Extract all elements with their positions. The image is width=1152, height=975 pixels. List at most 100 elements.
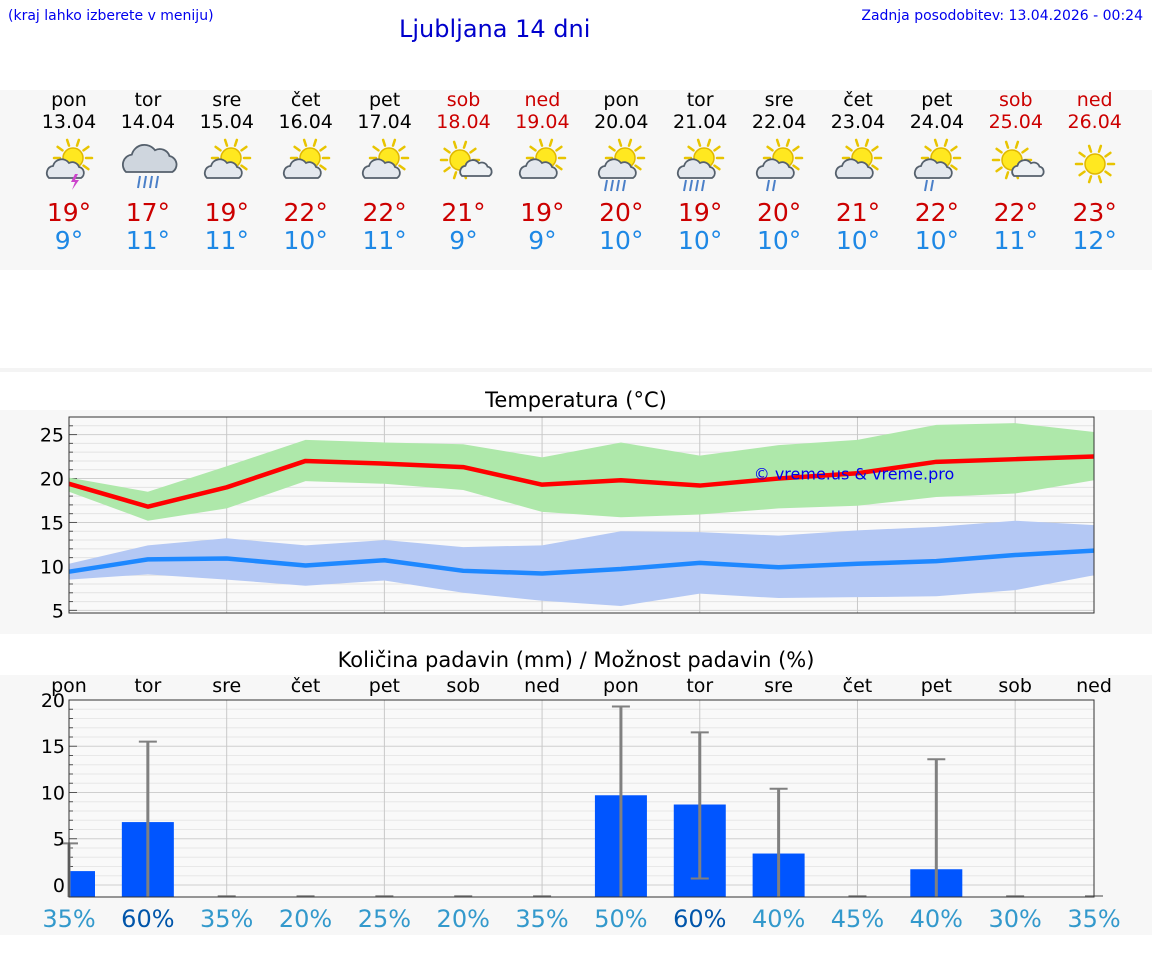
x-category-label: pon	[603, 675, 639, 697]
precip-bar	[69, 871, 95, 897]
day-date: 23.04	[830, 111, 886, 133]
temp-min: 11°	[204, 226, 249, 255]
temp-max: 20°	[756, 198, 802, 227]
precip-probability: 50%	[594, 905, 647, 933]
temperature-chart-title: Temperatura (°C)	[485, 388, 667, 412]
y-tick-label: 5	[52, 600, 64, 622]
location-hint: (kraj lahko izberete v meniju)	[8, 8, 214, 24]
sun-cloud-thunder-icon	[45, 138, 94, 190]
temp-max: 21°	[441, 198, 486, 227]
day-name: čet	[290, 89, 321, 111]
sun-small-cloud-icon	[991, 140, 1045, 180]
temp-max: 20°	[599, 198, 644, 227]
day-name: čet	[843, 89, 873, 111]
y-tick-label: 10	[41, 782, 65, 804]
precip-probability: 35%	[1067, 905, 1120, 933]
day-name: sre	[764, 89, 794, 111]
x-category-label: pon	[51, 675, 87, 697]
temp-min: 9°	[54, 226, 84, 255]
precip-probability: 60%	[121, 905, 174, 933]
temp-min: 10°	[678, 226, 723, 255]
day-date: 22.04	[751, 111, 807, 133]
plot-frame	[68, 699, 1095, 898]
temp-max: 19°	[678, 198, 723, 227]
temp-min: 10°	[914, 226, 960, 255]
temp-min: 10°	[835, 226, 881, 255]
precip-probability: 30%	[988, 905, 1041, 933]
day-name: pet	[921, 89, 953, 111]
day-date: 26.04	[1067, 111, 1122, 133]
page-title: Ljubljana 14 dni	[399, 15, 591, 43]
y-tick-label: 15	[41, 736, 65, 758]
sun-cloud-light-rain-icon	[756, 138, 804, 192]
sun-cloud-icon	[519, 138, 567, 179]
sun-cloud-light-rain-icon	[913, 138, 962, 192]
sun-cloud-icon	[282, 138, 330, 179]
day-date: 19.04	[515, 111, 570, 133]
plot-area	[69, 700, 1094, 897]
day-name: sob	[999, 89, 1033, 111]
temp-min: 11°	[993, 226, 1038, 255]
temp-max: 21°	[835, 198, 881, 227]
temp-max: 17°	[125, 198, 171, 227]
temp-max: 22°	[993, 198, 1038, 227]
sun-cloud-icon	[834, 138, 883, 179]
temp-max: 22°	[362, 198, 407, 227]
day-name: tor	[134, 89, 162, 111]
forecast-strip	[0, 90, 1152, 270]
x-category-label: čet	[291, 675, 321, 697]
precip-probability: 40%	[752, 905, 805, 933]
precipitation-chart: pon tor sre čet pet sob ned pon tor sre čet pet sob n…	[41, 675, 1121, 933]
day-name: sob	[446, 89, 481, 111]
x-category-label: pet	[369, 675, 400, 697]
temp-max: 22°	[283, 198, 328, 227]
separator	[0, 368, 1152, 372]
temperature-chart: 5 10 15 20 25 © vreme.us & vreme.pro	[40, 416, 1095, 622]
day-name: ned	[524, 89, 561, 111]
day-name: ned	[1076, 89, 1113, 111]
day-date: 20.04	[594, 111, 649, 133]
y-tick-label: 0	[53, 875, 65, 897]
cloud-rain-icon	[121, 143, 178, 189]
max-temp-line	[68, 454, 1095, 509]
day-date: 18.04	[436, 111, 491, 133]
day-name: pet	[368, 89, 401, 111]
last-updated: Zadnja posodobitev: 13.04.2026 - 00:24	[861, 8, 1143, 24]
x-category-label: sre	[764, 675, 793, 697]
temp-min: 10°	[283, 226, 328, 255]
precip-probability: 60%	[673, 905, 726, 933]
precipitation-chart-title: Količina padavin (mm) / Možnost padavin …	[337, 648, 815, 672]
day-name: tor	[686, 89, 714, 111]
precip-probability: 40%	[910, 905, 963, 933]
sun-cloud-icon	[361, 138, 409, 179]
temp-min: 11°	[362, 226, 407, 255]
x-category-label: sob	[998, 675, 1032, 697]
x-category-label: ned	[524, 675, 560, 697]
temp-min: 9°	[528, 226, 557, 255]
temp-min: 11°	[125, 226, 171, 255]
temp-max: 19°	[520, 198, 565, 227]
temp-min: 9°	[449, 226, 478, 255]
x-category-label: tor	[134, 675, 161, 697]
temp-max: 23°	[1072, 198, 1117, 227]
day-date: 15.04	[199, 111, 254, 133]
x-category-label: čet	[843, 675, 873, 697]
x-category-label: pet	[921, 675, 952, 697]
sun-cloud-rain-icon	[677, 138, 725, 192]
y-tick-label: 10	[40, 556, 64, 578]
precip-probability: 35%	[515, 905, 568, 933]
y-tick-label: 25	[40, 425, 64, 447]
min-temp-line	[68, 548, 1095, 576]
sun-icon	[1074, 144, 1115, 184]
temp-min: 10°	[599, 226, 644, 255]
day-date: 24.04	[909, 111, 965, 133]
min-range-band	[69, 520, 1094, 606]
sun-cloud-icon	[203, 138, 252, 179]
precip-probability: 20%	[437, 905, 490, 933]
y-tick-label: 20	[41, 690, 65, 712]
day-date: 13.04	[41, 111, 97, 133]
y-tick-label: 5	[53, 829, 65, 851]
day-name: pon	[51, 89, 87, 111]
temp-min: 10°	[756, 226, 802, 255]
watermark: © vreme.us & vreme.pro	[754, 464, 955, 483]
